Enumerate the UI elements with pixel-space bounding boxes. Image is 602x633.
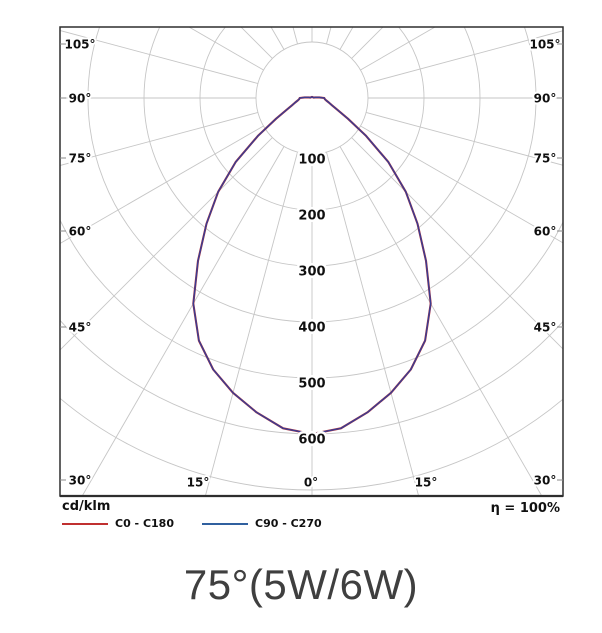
angle-label-bottom: 15° — [187, 476, 210, 490]
radial-value-label: 500 — [298, 377, 325, 392]
c0-c180-label: C0 - C180 — [115, 517, 174, 530]
radial-value-label: 100 — [298, 153, 325, 168]
polar-plot: 105° 105° 90° 90° 75° 75° 60° 60° 45° 45° 30° 30° 15… — [59, 26, 564, 498]
angle-label-left: 45° — [69, 321, 92, 335]
legend-row: C0 - C180 C90 - C270 — [62, 517, 482, 530]
angle-label-left: 90° — [69, 92, 92, 106]
angle-label-bottom: 0° — [304, 476, 318, 490]
efficiency-label: η = 100% — [490, 501, 560, 516]
angle-label-bottom: 15° — [415, 476, 438, 490]
beam-angle-title: 75°(5W/6W) — [183, 561, 419, 608]
polar-grid — [60, 27, 563, 496]
angle-label-left: 105° — [64, 38, 95, 52]
angle-label-right: 90° — [534, 92, 557, 106]
radial-value-label: 300 — [298, 265, 325, 280]
legend: cd/klm C0 - C180 C90 - C270 — [62, 499, 482, 530]
legend-unit-label: cd/klm — [62, 499, 111, 514]
angle-label-right: 45° — [534, 321, 557, 335]
c90-c270-curve — [192, 96, 432, 435]
angle-label-right: 75° — [534, 152, 557, 166]
c90-c270-label: C90 - C270 — [255, 517, 322, 530]
radial-value-label: 400 — [298, 321, 325, 336]
angle-label-left: 30° — [69, 474, 92, 488]
radial-value-label: 600 — [298, 433, 325, 448]
angle-label-right: 60° — [534, 225, 557, 239]
c90-c270-line-swatch — [202, 522, 248, 525]
angle-label-right: 105° — [529, 38, 560, 52]
angle-label-left: 75° — [69, 152, 92, 166]
angle-label-left: 60° — [69, 225, 92, 239]
c0-c180-line-swatch — [62, 522, 108, 525]
angle-label-right: 30° — [534, 474, 557, 488]
radial-value-label: 200 — [298, 209, 325, 224]
